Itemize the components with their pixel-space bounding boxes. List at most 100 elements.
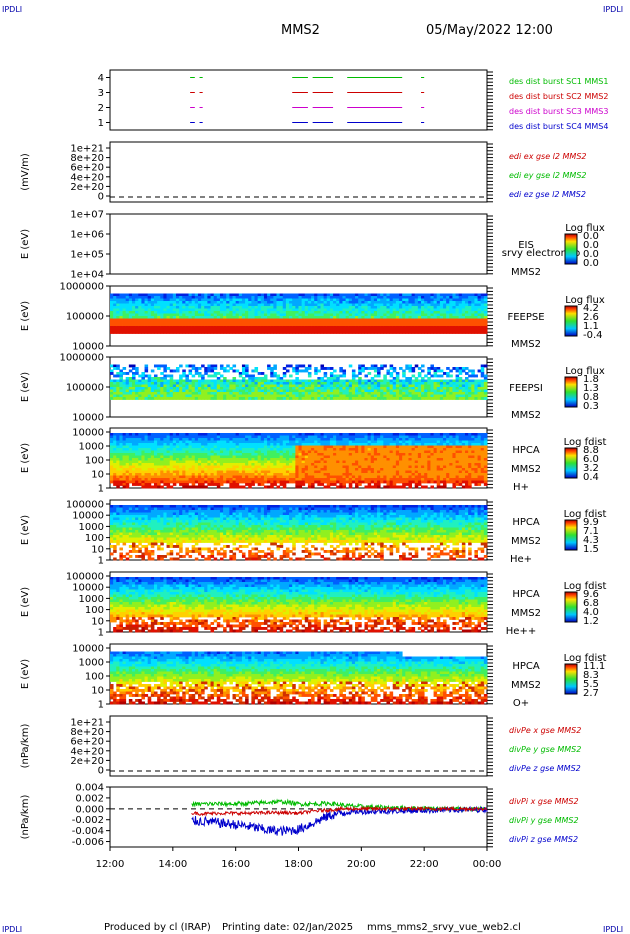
- heatmap-cell: [427, 379, 431, 383]
- heatmap-cell: [443, 372, 447, 375]
- heatmap-cell: [207, 384, 211, 388]
- heatmap-cell: [279, 384, 284, 388]
- heatmap-cell: [150, 433, 155, 436]
- heatmap-cell: [113, 308, 117, 312]
- heatmap-cell: [443, 298, 447, 302]
- heatmap-cell: [289, 450, 293, 454]
- heatmap-cell: [263, 382, 268, 385]
- heatmap-cell: [339, 392, 343, 395]
- heatmap-cell: [323, 458, 328, 461]
- heatmap-cell: [122, 435, 127, 439]
- heatmap-cell: [110, 450, 114, 454]
- heatmap-cell: [160, 328, 164, 332]
- heatmap-cell: [157, 331, 161, 334]
- heatmap-cell: [185, 485, 189, 489]
- heatmap-cell: [289, 458, 293, 461]
- heatmap-cell: [251, 473, 255, 476]
- heatmap-cell: [355, 326, 359, 329]
- heatmap-cell: [336, 450, 340, 454]
- heatmap-cell: [455, 298, 460, 302]
- heatmap-cell: [147, 389, 152, 393]
- heatmap-cell: [421, 303, 425, 307]
- heatmap-cell: [336, 440, 340, 444]
- heatmap-cell: [150, 296, 155, 299]
- heatmap-cell: [424, 331, 428, 334]
- heatmap-cell: [430, 397, 434, 400]
- heatmap-cell: [166, 463, 171, 466]
- heatmap-cell: [172, 480, 177, 484]
- heatmap-cell: [414, 321, 419, 324]
- heatmap-cell: [223, 458, 227, 461]
- heatmap-cell: [216, 382, 221, 385]
- heatmap-cell: [292, 308, 296, 312]
- heatmap-cell: [314, 293, 318, 297]
- heatmap-cell: [157, 296, 161, 299]
- heatmap-cell: [402, 296, 406, 299]
- heatmap-cell: [245, 394, 249, 398]
- heatmap-cell: [110, 293, 114, 297]
- heatmap-cell: [417, 318, 422, 322]
- heatmap-cell: [125, 293, 130, 297]
- heatmap-cell: [480, 326, 485, 329]
- heatmap-cell: [408, 367, 412, 370]
- heatmap-cell: [238, 372, 243, 375]
- heatmap-cell: [282, 463, 287, 466]
- heatmap-cell: [471, 306, 475, 309]
- heatmap-cell: [443, 311, 447, 314]
- heatmap-cell: [160, 382, 164, 385]
- heatmap-cell: [455, 394, 460, 398]
- heatmap-cell: [241, 379, 246, 383]
- heatmap-cell: [289, 394, 293, 398]
- heatmap-cell: [144, 460, 149, 464]
- heatmap-cell: [314, 389, 318, 393]
- heatmap-cell: [157, 313, 161, 317]
- heatmap-cell: [320, 468, 325, 471]
- heatmap-cell: [364, 331, 369, 334]
- heatmap-cell: [197, 480, 202, 484]
- heatmap-cell: [229, 445, 233, 449]
- heatmap-cell: [163, 392, 167, 395]
- heatmap-cell: [131, 450, 136, 454]
- heatmap-cell: [273, 473, 277, 476]
- heatmap-cell: [389, 394, 394, 398]
- heatmap-cell: [188, 460, 193, 464]
- heatmap-cell: [282, 303, 287, 307]
- heatmap-cell: [241, 435, 246, 439]
- heatmap-cell: [157, 440, 161, 444]
- heatmap-cell: [304, 480, 309, 484]
- heatmap-cell: [317, 392, 321, 395]
- heatmap-cell: [446, 308, 450, 312]
- heatmap-cell: [399, 323, 403, 327]
- heatmap-cell: [267, 465, 271, 469]
- heatmap-cell: [471, 313, 475, 317]
- heatmap-cell: [188, 450, 193, 454]
- heatmap-cell: [452, 326, 456, 329]
- heatmap-cell: [191, 306, 196, 309]
- heatmap-cell: [169, 306, 174, 309]
- heatmap-cell: [238, 389, 243, 393]
- heatmap-cell: [194, 394, 199, 398]
- heatmap-cell: [251, 379, 255, 383]
- heatmap-cell: [144, 384, 149, 388]
- heatmap-cell: [471, 379, 475, 383]
- heatmap-cell: [125, 313, 130, 317]
- heatmap-cell: [270, 433, 274, 436]
- heatmap-cell: [276, 293, 281, 297]
- heatmap-cell: [289, 438, 293, 441]
- heatmap-cell: [373, 384, 378, 388]
- heatmap-cell: [446, 372, 450, 375]
- heatmap-cell: [144, 473, 149, 476]
- heatmap-cell: [333, 475, 337, 479]
- heatmap-cell: [301, 392, 306, 395]
- heatmap-cell: [389, 301, 394, 304]
- heatmap-cell: [163, 367, 167, 370]
- heatmap-cell: [188, 308, 193, 312]
- y-tick-label: 10000: [72, 342, 104, 353]
- heatmap-cell: [468, 369, 472, 373]
- heatmap-cell: [125, 450, 130, 454]
- heatmap-cell: [254, 438, 259, 441]
- heatmap-cell: [326, 448, 331, 451]
- heatmap-cell: [395, 384, 400, 388]
- heatmap-cell: [370, 387, 375, 390]
- heatmap-cell: [399, 296, 403, 299]
